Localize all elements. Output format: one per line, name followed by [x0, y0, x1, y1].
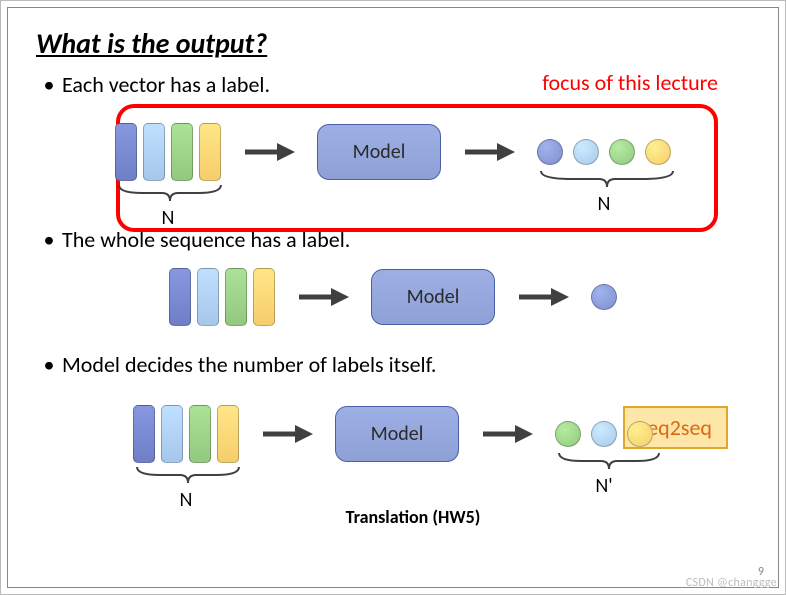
- vector-rect: [197, 268, 219, 326]
- bullet-1-text: Each vector has a label.: [62, 71, 270, 98]
- bullet-2-text: The whole sequence has a label.: [62, 226, 350, 253]
- bullet-3-text: Model decides the number of labels itsel…: [62, 351, 436, 378]
- model-box-3: Model: [335, 406, 459, 462]
- vector-rect: [171, 123, 193, 181]
- output-circle: [591, 421, 617, 447]
- model-label-1: Model: [353, 140, 406, 164]
- output-circles-3: N': [555, 421, 653, 447]
- diagram-row-2: Model: [36, 261, 750, 333]
- input-vectors-3: N: [133, 405, 239, 463]
- arrow-icon: [261, 423, 313, 445]
- output-circle: [591, 284, 617, 310]
- arrow-icon: [517, 286, 569, 308]
- vector-rect: [161, 405, 183, 463]
- output-circle: [645, 139, 671, 165]
- output-brace-3: N': [555, 451, 653, 498]
- output-circles-1: N: [537, 139, 671, 165]
- output-circle: [609, 139, 635, 165]
- model-box-2: Model: [371, 269, 495, 325]
- model-box-1: Model: [317, 124, 441, 180]
- vector-rect: [133, 405, 155, 463]
- output-circles-2: [591, 284, 617, 310]
- bullet-dot: •: [36, 74, 62, 96]
- vector-rect: [115, 123, 137, 181]
- arrow-icon: [463, 141, 515, 163]
- bullet-3: • Model decides the number of labels its…: [36, 351, 750, 378]
- arrow-icon: [481, 423, 533, 445]
- vector-rect: [189, 405, 211, 463]
- diagram-row-1: N Model N: [36, 106, 750, 198]
- output-brace-1: N: [537, 169, 671, 216]
- watermark: CSDN @changgge: [686, 576, 777, 590]
- output-circle: [555, 421, 581, 447]
- output-brace-label-3: N': [555, 474, 653, 498]
- output-brace-label-1: N: [537, 192, 671, 216]
- bullet-1: • Each vector has a label. focus of this…: [36, 71, 750, 98]
- vector-rect: [217, 405, 239, 463]
- vector-rect: [253, 268, 275, 326]
- slide-container: What is the output? • Each vector has a …: [0, 0, 786, 595]
- model-label-2: Model: [407, 285, 460, 309]
- input-vectors-2: [169, 268, 275, 326]
- translation-caption: Translation (HW5): [76, 506, 750, 528]
- slide-title: What is the output?: [36, 26, 750, 61]
- output-circle: [573, 139, 599, 165]
- arrow-icon: [243, 141, 295, 163]
- bullet-dot: •: [36, 354, 62, 376]
- vector-rect: [225, 268, 247, 326]
- input-brace-3: N: [133, 465, 239, 512]
- model-label-3: Model: [371, 422, 424, 446]
- diagram-row-3: N Model N': [36, 388, 750, 480]
- input-brace-1: N: [115, 183, 221, 230]
- vector-rect: [143, 123, 165, 181]
- slide: What is the output? • Each vector has a …: [7, 7, 779, 588]
- arrow-icon: [297, 286, 349, 308]
- vector-rect: [169, 268, 191, 326]
- focus-label: focus of this lecture: [542, 69, 718, 96]
- bullet-2: • The whole sequence has a label.: [36, 226, 750, 253]
- model-col-3: Model: [335, 406, 459, 462]
- vector-rect: [199, 123, 221, 181]
- output-circle: [537, 139, 563, 165]
- input-vectors-1: N: [115, 123, 221, 181]
- bullet-dot: •: [36, 229, 62, 251]
- output-circle: [627, 421, 653, 447]
